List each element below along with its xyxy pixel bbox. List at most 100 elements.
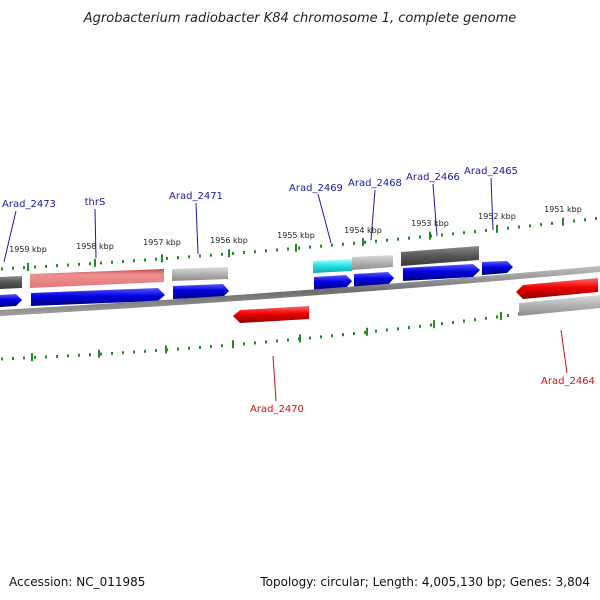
cds-arrow-arad-2465[interactable] — [482, 261, 513, 275]
lower-scale-dot — [199, 345, 201, 349]
gene-label-arad-2465[interactable]: Arad_2465 — [464, 166, 518, 177]
upper-scale-dot — [177, 256, 179, 260]
feature-dark-gray-left[interactable] — [0, 276, 22, 289]
lower-scale-dot — [12, 356, 14, 360]
lower-scale-major-tick — [366, 327, 368, 336]
forward-gene-labels: Arad_2473 thrS Arad_2471 Arad_2469 Arad_… — [2, 166, 518, 210]
upper-scale-dot — [584, 218, 586, 222]
upper-scale-dot — [364, 240, 366, 244]
upper-scale-major-tick — [27, 262, 29, 271]
reverse-cds-row — [233, 278, 600, 323]
chromosome-backbone — [0, 266, 600, 316]
upper-scale-dot — [573, 219, 575, 223]
upper-scale-dot — [144, 258, 146, 262]
lower-scale-dot — [430, 323, 432, 327]
cds-arrow-arad-2473[interactable] — [0, 294, 22, 307]
gene-label-arad-2470[interactable]: Arad_2470 — [250, 404, 304, 415]
lower-scale-dot — [100, 352, 102, 356]
upper-scale-dot — [1, 267, 3, 271]
upper-scale-dot — [166, 256, 168, 260]
lower-scale-dot — [177, 347, 179, 351]
upper-scale-dot — [474, 230, 476, 234]
upper-scale-dot — [419, 235, 421, 239]
upper-scale-dot — [287, 247, 289, 251]
lower-scale-dot — [474, 318, 476, 322]
lower-scale-dot — [67, 354, 69, 358]
upper-scale-dot — [518, 225, 520, 229]
upper-scale — [1, 216, 597, 271]
cds-arrow-arad-2471[interactable] — [173, 284, 229, 299]
upper-scale-major-tick — [228, 249, 230, 258]
upper-scale-dot — [45, 264, 47, 268]
lower-scale-dot — [1, 357, 3, 361]
feature-cyan-2469[interactable] — [313, 259, 352, 273]
upper-scale-major-tick — [429, 231, 431, 240]
gene-label-arad-2473[interactable]: Arad_2473 — [2, 199, 56, 210]
feature-light-gray-2468[interactable] — [352, 255, 393, 270]
upper-scale-dot — [210, 253, 212, 257]
lower-scale-dot — [419, 324, 421, 328]
upper-scale-dot — [100, 261, 102, 265]
lower-scale-major-tick — [165, 345, 167, 354]
upper-scale-dot — [397, 237, 399, 241]
cds-arrow-arad-2464[interactable] — [516, 278, 598, 299]
lower-scale-dot — [23, 356, 25, 360]
upper-scale-dot — [78, 262, 80, 266]
feature-light-gray-2471[interactable] — [172, 267, 228, 281]
map-title: Agrobacterium radiobacter K84 chromosome… — [83, 11, 516, 26]
lower-scale-major-tick — [500, 311, 502, 320]
feature-dark-gray-2466[interactable] — [401, 246, 479, 266]
lower-scale-dot — [111, 351, 113, 355]
tick-label-1956: 1956 kbp — [210, 236, 248, 245]
feature-light-gray-2464[interactable] — [519, 295, 600, 316]
cds-arrow-arad-2468[interactable] — [354, 272, 394, 287]
lower-scale-dot — [265, 340, 267, 344]
gene-label-arad-2471[interactable]: Arad_2471 — [169, 191, 223, 202]
upper-feature-row — [0, 246, 479, 289]
lower-scale-dot — [386, 328, 388, 332]
gene-label-arad-2468[interactable]: Arad_2468 — [348, 178, 402, 189]
lower-scale-dot — [276, 339, 278, 343]
lower-scale-dot — [243, 342, 245, 346]
genome-summary-text: Topology: circular; Length: 4,005,130 bp… — [259, 575, 590, 589]
upper-scale-dot — [452, 232, 454, 236]
lower-scale-major-tick — [98, 349, 100, 358]
tick-label-1954: 1954 kbp — [344, 226, 382, 235]
feature-pink-thrs[interactable] — [30, 269, 164, 288]
gene-label-arad-2469[interactable]: Arad_2469 — [289, 183, 343, 194]
gene-label-arad-2464[interactable]: Arad_2464 — [541, 376, 595, 387]
reverse-leader-lines — [272, 329, 568, 402]
cds-arrow-arad-2469[interactable] — [314, 275, 352, 290]
lower-scale-dot — [507, 313, 509, 317]
lower-scale-dot — [34, 355, 36, 359]
upper-scale-dot — [463, 231, 465, 235]
upper-scale-dot — [320, 244, 322, 248]
upper-scale-dot — [408, 236, 410, 240]
upper-scale-dot — [254, 250, 256, 254]
upper-scale-dot — [551, 221, 553, 225]
upper-scale-dot — [67, 263, 69, 267]
upper-scale-dot — [34, 265, 36, 269]
upper-scale-dot — [12, 266, 14, 270]
cds-arrow-arad-2466[interactable] — [403, 264, 480, 281]
upper-scale-dot — [89, 262, 91, 266]
upper-scale-dot — [441, 233, 443, 237]
gene-label-thrs[interactable]: thrS — [85, 197, 106, 208]
lower-scale-dot — [441, 322, 443, 326]
lower-scale-major-tick — [232, 340, 234, 349]
tick-labels: 1959 kbp 1958 kbp 1957 kbp 1956 kbp 1955… — [9, 205, 582, 254]
cds-arrow-thrs[interactable] — [31, 288, 165, 306]
lower-scale-dot — [452, 320, 454, 324]
upper-scale-dot — [265, 249, 267, 253]
upper-scale-dot — [529, 224, 531, 228]
upper-scale-dot — [485, 228, 487, 232]
upper-scale-dot — [540, 223, 542, 227]
gene-label-arad-2466[interactable]: Arad_2466 — [406, 172, 460, 183]
lower-scale-dot — [210, 345, 212, 349]
lower-scale-dot — [408, 326, 410, 330]
lower-scale-dot — [397, 327, 399, 331]
upper-scale-dot — [23, 266, 25, 270]
lower-scale-dot — [331, 334, 333, 338]
cds-arrow-arad-2470[interactable] — [233, 306, 309, 323]
